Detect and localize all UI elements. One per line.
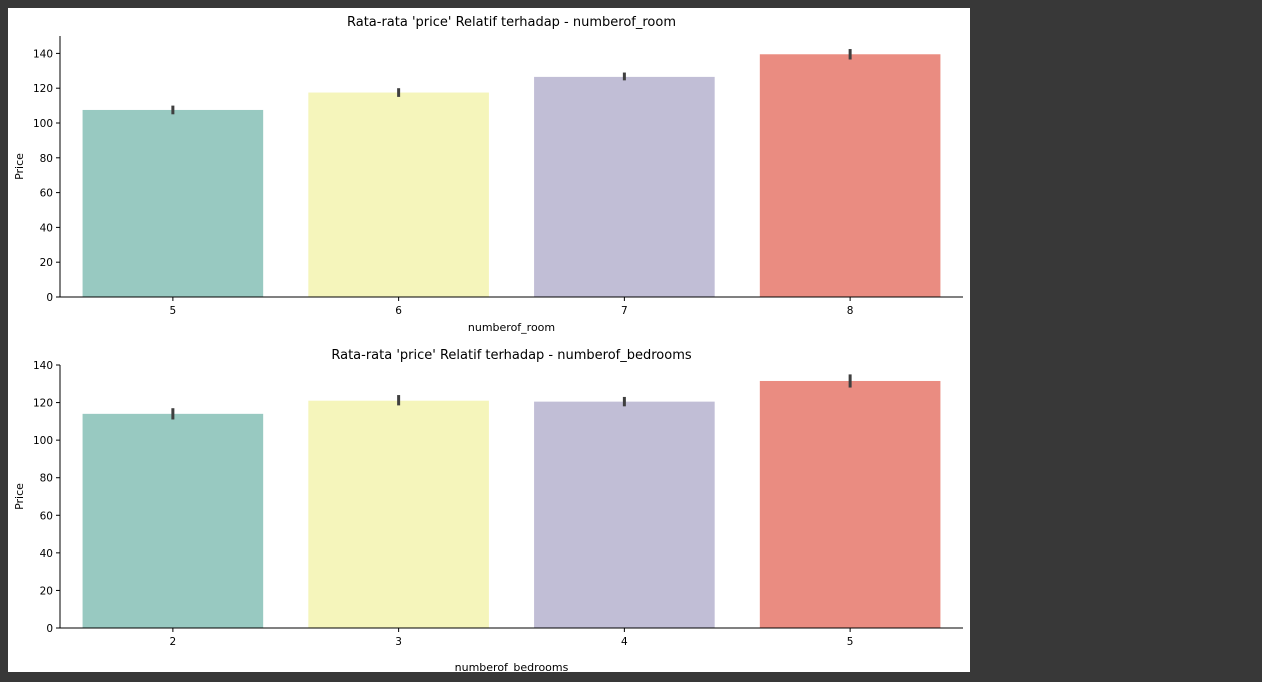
chart-1-x-axis-label: numberof_room (468, 321, 555, 334)
chart-1-bar-7 (534, 76, 715, 297)
chart-2-y-tick-label-140: 140 (33, 360, 53, 372)
chart-2-x-tick-label-2: 2 (170, 636, 177, 648)
chart-2-y-tick-label-20: 20 (40, 585, 53, 597)
chart-1-bar-5 (82, 109, 264, 297)
chart-2-title: Rata-rata 'price' Relatif terhadap - num… (331, 348, 692, 363)
chart-2-y-tick-label-100: 100 (33, 435, 53, 447)
chart-1-y-axis-label: Price (13, 153, 26, 180)
chart-2-y-tick-label-120: 120 (33, 398, 53, 410)
chart-1-y-tick-label-120: 120 (33, 83, 53, 95)
chart-1-y-tick-label-60: 60 (40, 188, 53, 200)
chart-2-bar-5 (759, 380, 941, 628)
chart-2-y-tick-label-40: 40 (40, 548, 53, 560)
chart-2-x-axis-label: numberof_bedrooms (455, 661, 569, 672)
chart-1-y-tick-label-80: 80 (40, 153, 53, 165)
chart-1-y-tick-label-140: 140 (33, 48, 53, 60)
chart-2-y-tick-label-60: 60 (40, 510, 53, 522)
chart-1-y-tick-label-40: 40 (40, 222, 53, 234)
chart-1-y-tick-label-0: 0 (46, 292, 53, 304)
bar-charts: Rata-rata 'price' Relatif terhadap - num… (13, 15, 963, 672)
chart-1-bar-8 (759, 54, 941, 297)
chart-1-x-tick-label-5: 5 (170, 305, 177, 317)
chart-1-y-tick-label-100: 100 (33, 118, 53, 130)
chart-2-bar-3 (308, 400, 489, 628)
chart-2-x-tick-label-3: 3 (395, 636, 402, 648)
chart-1-x-tick-label-6: 6 (395, 305, 402, 317)
chart-1-title: Rata-rata 'price' Relatif terhadap - num… (347, 15, 676, 30)
chart-2-y-tick-label-80: 80 (40, 473, 53, 485)
chart-1-x-tick-label-8: 8 (847, 305, 854, 317)
chart-2-x-tick-label-5: 5 (847, 636, 854, 648)
chart-1-x-tick-label-7: 7 (621, 305, 628, 317)
figure: Rata-rata 'price' Relatif terhadap - num… (8, 8, 970, 672)
chart-1-bar-6 (308, 92, 489, 297)
chart-2-y-axis-label: Price (13, 483, 26, 510)
chart-1-y-tick-label-20: 20 (40, 257, 53, 269)
chart-2-y-tick-label-0: 0 (46, 623, 53, 635)
chart-2-bar-2 (82, 413, 264, 628)
chart-2-bar-4 (534, 401, 715, 628)
chart-2-x-tick-label-4: 4 (621, 636, 628, 648)
